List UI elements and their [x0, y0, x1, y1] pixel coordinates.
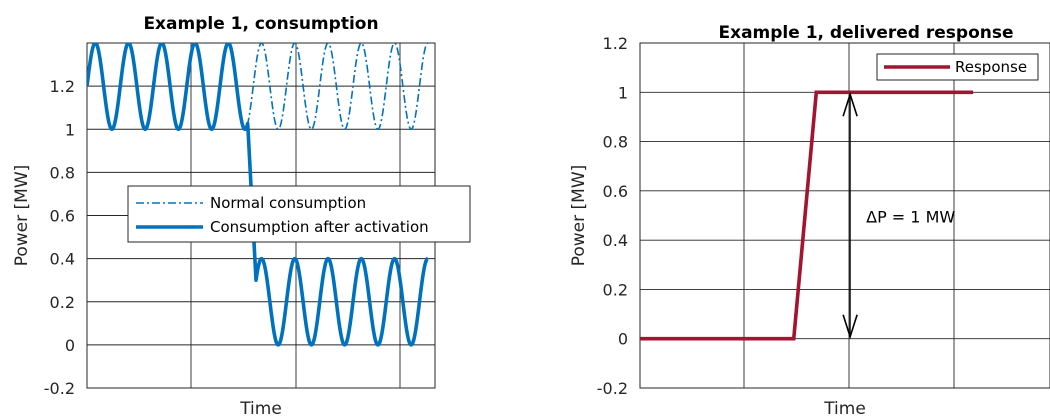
- arrow-head-up: [842, 91, 858, 117]
- plot-area: [640, 43, 1050, 388]
- y-tick-label: 1.2: [50, 77, 75, 96]
- x-axis-label: Time: [239, 399, 282, 418]
- y-axis-label: Power [MW]: [569, 165, 589, 267]
- y-tick-label: -0.2: [44, 379, 75, 398]
- chart-2: -0.2 0 0.2 0.4 0.6 0.8 1 1.2 Example 1, delivere…: [569, 23, 1050, 418]
- y-tick-label: 0.6: [50, 207, 75, 226]
- series-response: [640, 90, 974, 341]
- y-tick-label: -0.2: [597, 379, 628, 398]
- y-axis-label: Power [MW]: [12, 165, 32, 267]
- y-tick-label: 0.8: [603, 133, 628, 152]
- arrow-head-down: [842, 314, 858, 340]
- y-tick-label: 0: [65, 336, 75, 355]
- legend: Response: [876, 53, 1039, 81]
- y-tick-label: 0.2: [603, 280, 628, 299]
- delta-p-arrow: [842, 91, 858, 340]
- chart-title: Example 1, consumption: [143, 14, 378, 34]
- y-tick-label: 0.4: [603, 231, 628, 250]
- y-tick-label: 1: [65, 120, 75, 139]
- legend-label-normal: Normal consumption: [210, 194, 366, 212]
- y-tick-labels: -0.2 0 0.2 0.4 0.6 0.8 1 1.2: [44, 77, 75, 398]
- legend-box: [127, 185, 471, 243]
- y-tick-label: 0.4: [50, 250, 75, 269]
- chart-title: Example 1, delivered response: [718, 23, 1013, 43]
- y-tick-labels: -0.2 0 0.2 0.4 0.6 0.8 1 1.2: [597, 34, 628, 398]
- legend: Normal consumption Consumption after acti…: [127, 185, 471, 243]
- delta-p-annotation: ΔP = 1 MW: [866, 208, 955, 227]
- legend-label-response: Response: [955, 58, 1027, 76]
- axes-frame: [639, 42, 1050, 389]
- chart-1: -0.2 0 0.2 0.4 0.6 0.8 1 1.2 Example 1, consumpt…: [12, 14, 471, 418]
- y-tick-label: 0.2: [50, 293, 75, 312]
- y-tick-label: 0.6: [603, 182, 628, 201]
- y-tick-label: 1.2: [603, 34, 628, 53]
- x-axis-label: Time: [823, 399, 866, 418]
- y-tick-label: 1: [618, 83, 628, 102]
- y-tick-label: 0.8: [50, 163, 75, 182]
- legend-label-activation: Consumption after activation: [210, 218, 429, 236]
- y-tick-label: 0: [618, 330, 628, 349]
